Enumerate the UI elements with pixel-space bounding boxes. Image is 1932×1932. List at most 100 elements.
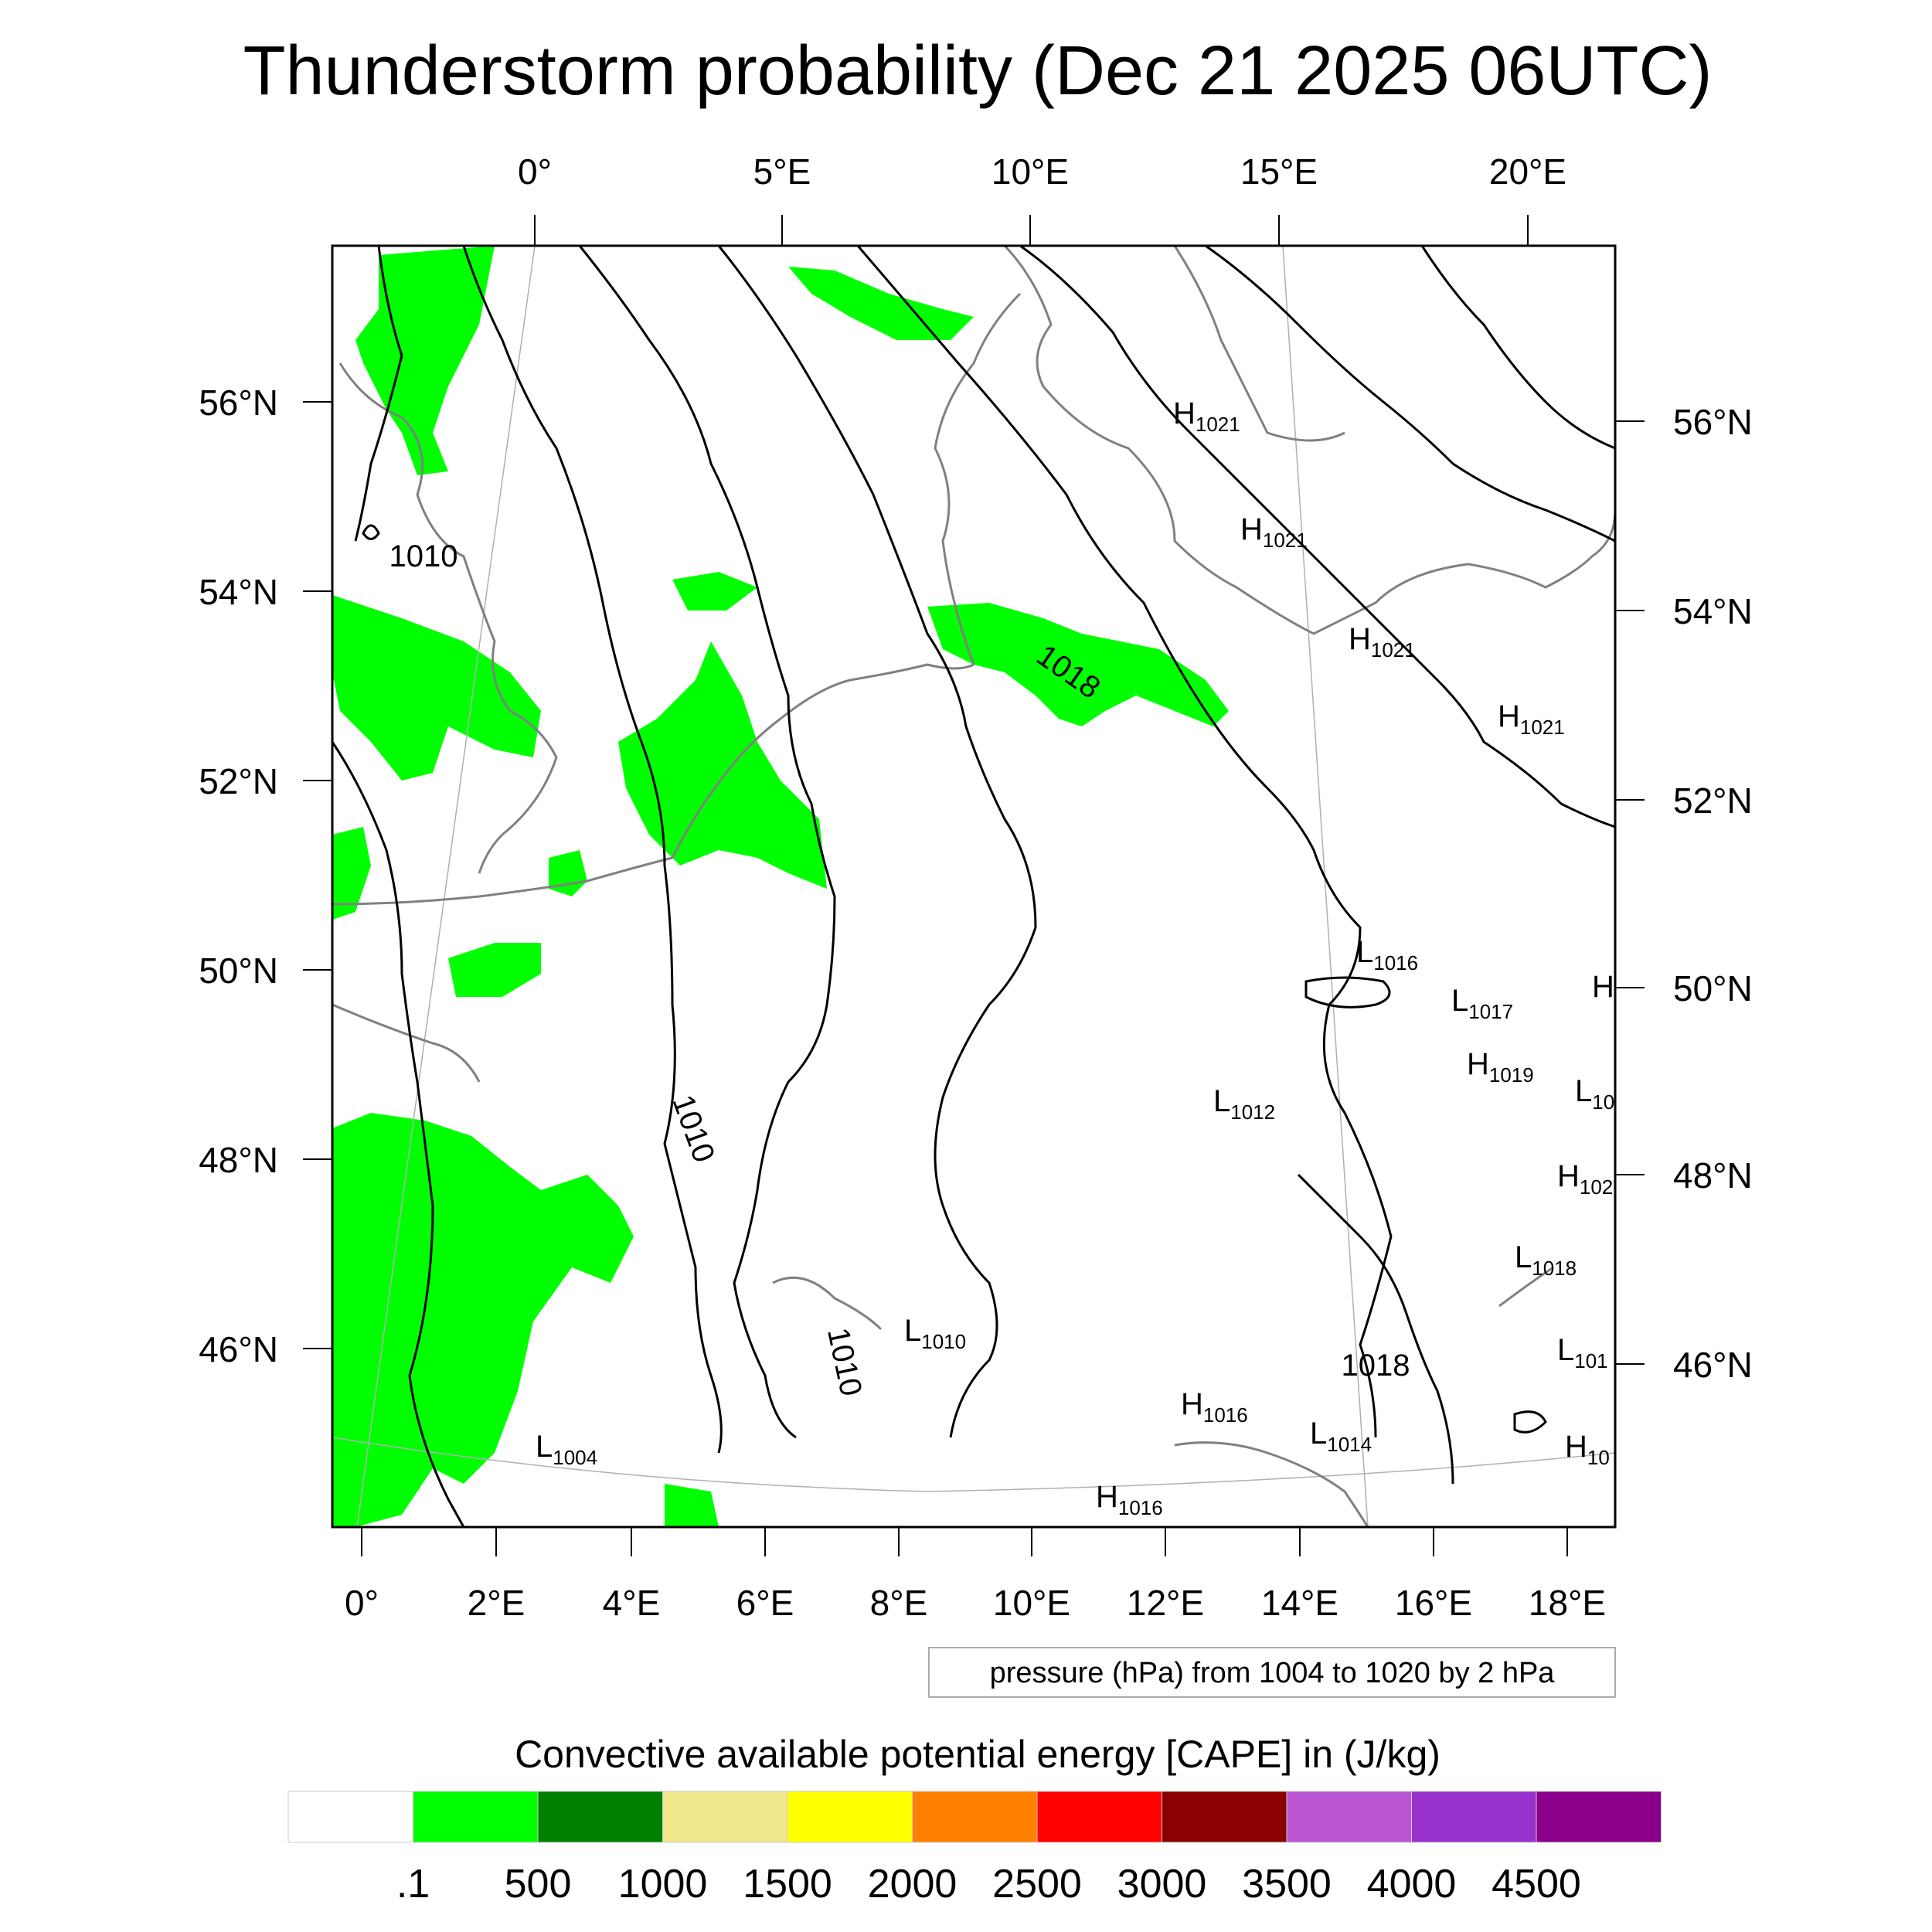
isobar-1004-west [354, 246, 403, 542]
colorbar-box [1036, 1791, 1162, 1843]
pressure-center-label: L1016 [1356, 935, 1418, 975]
colorbar-labels: .1 500 1000 1500 2000 2500 3000 3500 4000 4500 [396, 1862, 1581, 1906]
cape-area-benelux [618, 641, 827, 889]
isobar-1006-west [332, 741, 465, 1527]
map-panel: 1010 1018 1010 1010 1018 H1021 H1021 H10… [331, 244, 1617, 1529]
colorbar-tick-label: 1500 [743, 1862, 832, 1906]
left-tick-label: 56°N [199, 383, 278, 423]
right-lat-axis: 56°N 54°N 52°N 50°N 48°N 46°N [1615, 402, 1753, 1385]
colorbar-tick-label: 2000 [868, 1862, 957, 1906]
bottom-tick-label: 12°E [1127, 1583, 1204, 1623]
right-tick-label: 50°N [1673, 968, 1753, 1009]
left-tick-label: 46°N [199, 1329, 278, 1369]
pressure-center-label: H102 [1557, 1159, 1613, 1199]
colorbar-title: Convective available potential energy [C… [515, 1733, 1440, 1776]
right-tick-label: 48°N [1673, 1155, 1753, 1196]
cape-area-france-west [332, 1113, 634, 1527]
cape-area-alps-south [665, 1484, 719, 1527]
graticule [332, 246, 1615, 1527]
isobar-1012 [717, 246, 1037, 1438]
cape-area-skagerrak [788, 267, 974, 340]
left-lat-axis: 56°N 54°N 52°N 50°N 48°N 46°N [199, 383, 332, 1369]
colorbar-tick-label: 500 [505, 1862, 572, 1906]
info-box-text: pressure (hPa) from 1004 to 1020 by 2 hP… [990, 1657, 1556, 1689]
top-tick-label: 0° [518, 151, 552, 192]
colorbar-box [537, 1791, 663, 1843]
pressure-center-label: L1017 [1451, 984, 1513, 1023]
bottom-tick-label: 6°E [736, 1583, 794, 1623]
colorbar-box [1411, 1791, 1537, 1843]
colorbar-tick-label: 2500 [992, 1862, 1082, 1906]
left-tick-label: 52°N [199, 761, 278, 801]
cape-area-baltic-west [927, 603, 1229, 726]
colorbar: Convective available potential energy [C… [287, 1733, 1662, 1906]
pressure-center-label: L1012 [1213, 1084, 1275, 1124]
pressure-center-label: H1021 [1240, 512, 1308, 552]
colorbar-box [787, 1791, 913, 1843]
left-tick-label: 54°N [199, 572, 278, 612]
pressure-center-label: L101 [1557, 1333, 1608, 1372]
isobar-small-loop-3 [1513, 1410, 1547, 1434]
pressure-center-label: L1010 [904, 1314, 966, 1353]
colorbar-tick-label: 3000 [1117, 1862, 1207, 1906]
pressure-center-label: L10 [1575, 1074, 1614, 1114]
isobar-1014 [856, 246, 1393, 1438]
left-tick-label: 50°N [199, 951, 278, 991]
pressure-center-label: H1016 [1096, 1480, 1163, 1519]
colorbar-tick-label: .1 [396, 1862, 430, 1906]
pressure-center-label: H10 [1565, 1430, 1610, 1469]
isobar-1018-east [1297, 1173, 1454, 1485]
right-tick-label: 46°N [1673, 1345, 1753, 1385]
left-tick-label: 48°N [199, 1140, 278, 1180]
isobar-small-loop-2 [362, 524, 380, 540]
isobar-1018 [1205, 246, 1615, 543]
bottom-tick-label: 10°E [993, 1583, 1070, 1623]
isobar-small-loop-1 [1304, 976, 1391, 1009]
isobar-label: 1018 [1342, 1349, 1410, 1383]
top-tick-label: 10°E [992, 151, 1069, 192]
top-tick-label: 20°E [1489, 151, 1566, 192]
bottom-lon-axis: 0° 2°E 4°E 6°E 8°E 10°E 12°E 14°E 16°E 1… [345, 1527, 1606, 1623]
colorbar-box [662, 1791, 788, 1843]
colorbar-box [1286, 1791, 1412, 1843]
pressure-center-label: H1021 [1173, 396, 1240, 436]
pressure-center-label: H [1592, 970, 1614, 1004]
bottom-tick-label: 0° [345, 1583, 379, 1623]
cape-area-uk-east [332, 827, 371, 920]
colorbar-box [912, 1791, 1038, 1843]
map-frame [331, 244, 1617, 1529]
pressure-center-label: H1021 [1498, 699, 1565, 739]
cape-area-mid-north-sea [672, 572, 757, 611]
bottom-tick-label: 8°E [870, 1583, 928, 1623]
info-box: pressure (hPa) from 1004 to 1020 by 2 hP… [928, 1647, 1616, 1698]
cape-area-channel [332, 595, 541, 781]
pressure-center-label: H1019 [1467, 1047, 1534, 1087]
bottom-tick-label: 14°E [1261, 1583, 1338, 1623]
bottom-tick-label: 18°E [1529, 1583, 1606, 1623]
colorbar-box [287, 1791, 413, 1843]
top-tick-label: 5°E [753, 151, 811, 192]
isobar-1010 [578, 246, 836, 1439]
colorbar-box [1536, 1791, 1662, 1843]
colorbar-boxes [287, 1791, 1662, 1843]
top-lon-axis: 0° 5°E 10°E 15°E 20°E [518, 151, 1566, 246]
isobar-label: 1010 [389, 539, 458, 573]
isobars [332, 246, 1615, 1527]
cape-area-north-sea [355, 246, 495, 475]
isobar-1008 [462, 246, 723, 1454]
colorbar-tick-label: 1000 [618, 1862, 708, 1906]
chart-title: Thunderstorm probability (Dec 21 2025 06… [243, 32, 1713, 110]
cape-area-brittany [448, 943, 541, 997]
cape-shading [332, 246, 1229, 1527]
colorbar-tick-label: 4000 [1367, 1862, 1457, 1906]
pressure-center-label: L1004 [536, 1430, 597, 1469]
right-tick-label: 56°N [1673, 402, 1753, 442]
bottom-tick-label: 16°E [1395, 1583, 1472, 1623]
pressure-center-label: H1021 [1349, 622, 1416, 662]
colorbar-box [1162, 1791, 1287, 1843]
isobar-1016 [1019, 246, 1615, 828]
pressure-center-label: L1014 [1310, 1417, 1372, 1456]
pressure-center-label: H1016 [1181, 1387, 1248, 1427]
right-tick-label: 52°N [1673, 781, 1753, 821]
